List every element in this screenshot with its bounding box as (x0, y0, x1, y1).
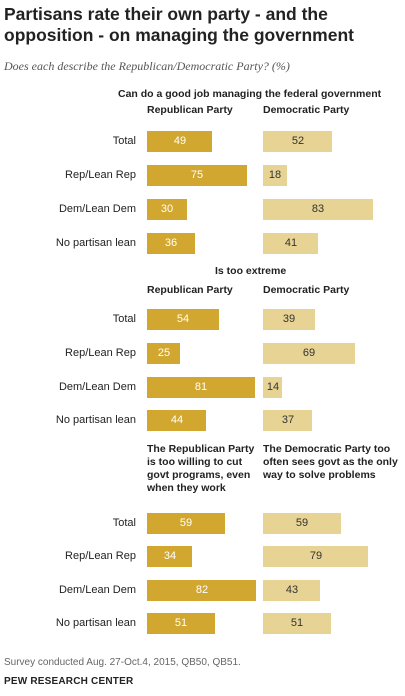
democratic-value-label: 18 (268, 169, 282, 181)
republican-value-label: 49 (173, 135, 187, 147)
democratic-bar (263, 233, 318, 254)
chart-title: Partisans rate their own party - and the… (4, 4, 354, 45)
republican-bar (147, 233, 195, 254)
democratic-value-label: 41 (284, 237, 298, 249)
chart-subtitle: Does each describe the Republican/Democr… (4, 59, 290, 73)
democratic-bar (263, 513, 341, 534)
republican-column-header: Republican Party (147, 284, 233, 296)
democratic-bar (263, 199, 373, 220)
republican-bar (147, 309, 219, 330)
democratic-value-label: 43 (285, 584, 299, 596)
republican-value-label: 25 (157, 347, 171, 359)
democratic-bar (263, 309, 315, 330)
democratic-column-header: The Democratic Party too often sees govt… (263, 443, 398, 481)
democratic-bar (263, 343, 355, 364)
democratic-value-label: 59 (295, 517, 309, 529)
democratic-bar (263, 580, 320, 601)
republican-value-label: 59 (179, 517, 193, 529)
row-label-no-partisan-lean: No partisan lean (55, 617, 136, 629)
republican-bar (147, 377, 255, 398)
democratic-bar (263, 131, 332, 152)
row-label-dem-lean-dem: Dem/Lean Dem (58, 584, 136, 596)
democratic-value-label: 52 (291, 135, 305, 147)
democratic-value-label: 69 (302, 347, 316, 359)
row-label-rep-lean-rep: Rep/Lean Rep (65, 550, 136, 562)
republican-value-label: 75 (190, 169, 204, 181)
democratic-bar (263, 613, 331, 634)
republican-column-header: Republican Party (147, 104, 233, 116)
republican-column-header: The Republican Party is too willing to c… (147, 443, 255, 494)
democratic-value-label: 79 (309, 550, 323, 562)
republican-bar (147, 131, 212, 152)
republican-bar (147, 343, 180, 364)
row-label-rep-lean-rep: Rep/Lean Rep (65, 347, 136, 359)
democratic-bar (263, 410, 312, 431)
democratic-value-label: 37 (281, 414, 295, 426)
republican-value-label: 44 (170, 414, 184, 426)
source-note: Survey conducted Aug. 27-Oct.4, 2015, QB… (4, 657, 241, 668)
democratic-value-label: 83 (311, 203, 325, 215)
row-label-no-partisan-lean: No partisan lean (55, 414, 136, 426)
democratic-value-label: 14 (266, 381, 280, 393)
republican-value-label: 34 (163, 550, 177, 562)
republican-bar (147, 546, 192, 567)
republican-value-label: 82 (195, 584, 209, 596)
republican-value-label: 36 (164, 237, 178, 249)
panel-title: Can do a good job managing the federal g… (118, 88, 382, 100)
row-label-total: Total (112, 313, 136, 325)
republican-bar (147, 513, 225, 534)
row-label-dem-lean-dem: Dem/Lean Dem (58, 203, 136, 215)
republican-bar (147, 580, 256, 601)
row-label-total: Total (112, 517, 136, 529)
republican-value-label: 54 (176, 313, 190, 325)
democratic-bar (263, 165, 287, 186)
republican-value-label: 81 (194, 381, 208, 393)
row-label-rep-lean-rep: Rep/Lean Rep (65, 169, 136, 181)
republican-value-label: 30 (160, 203, 174, 215)
democratic-column-header: Democratic Party (263, 104, 350, 116)
democratic-value-label: 51 (290, 617, 304, 629)
republican-bar (147, 613, 215, 634)
republican-bar (147, 165, 247, 186)
democratic-bar (263, 377, 282, 398)
republican-value-label: 51 (174, 617, 188, 629)
row-label-no-partisan-lean: No partisan lean (55, 237, 136, 249)
republican-bar (147, 410, 206, 431)
democratic-value-label: 39 (282, 313, 296, 325)
republican-bar (147, 199, 187, 220)
panel-title: Is too extreme (215, 265, 287, 277)
brand-footer: PEW RESEARCH CENTER (4, 676, 134, 687)
democratic-column-header: Democratic Party (263, 284, 350, 296)
row-label-total: Total (112, 135, 136, 147)
row-label-dem-lean-dem: Dem/Lean Dem (58, 381, 136, 393)
democratic-bar (263, 546, 368, 567)
